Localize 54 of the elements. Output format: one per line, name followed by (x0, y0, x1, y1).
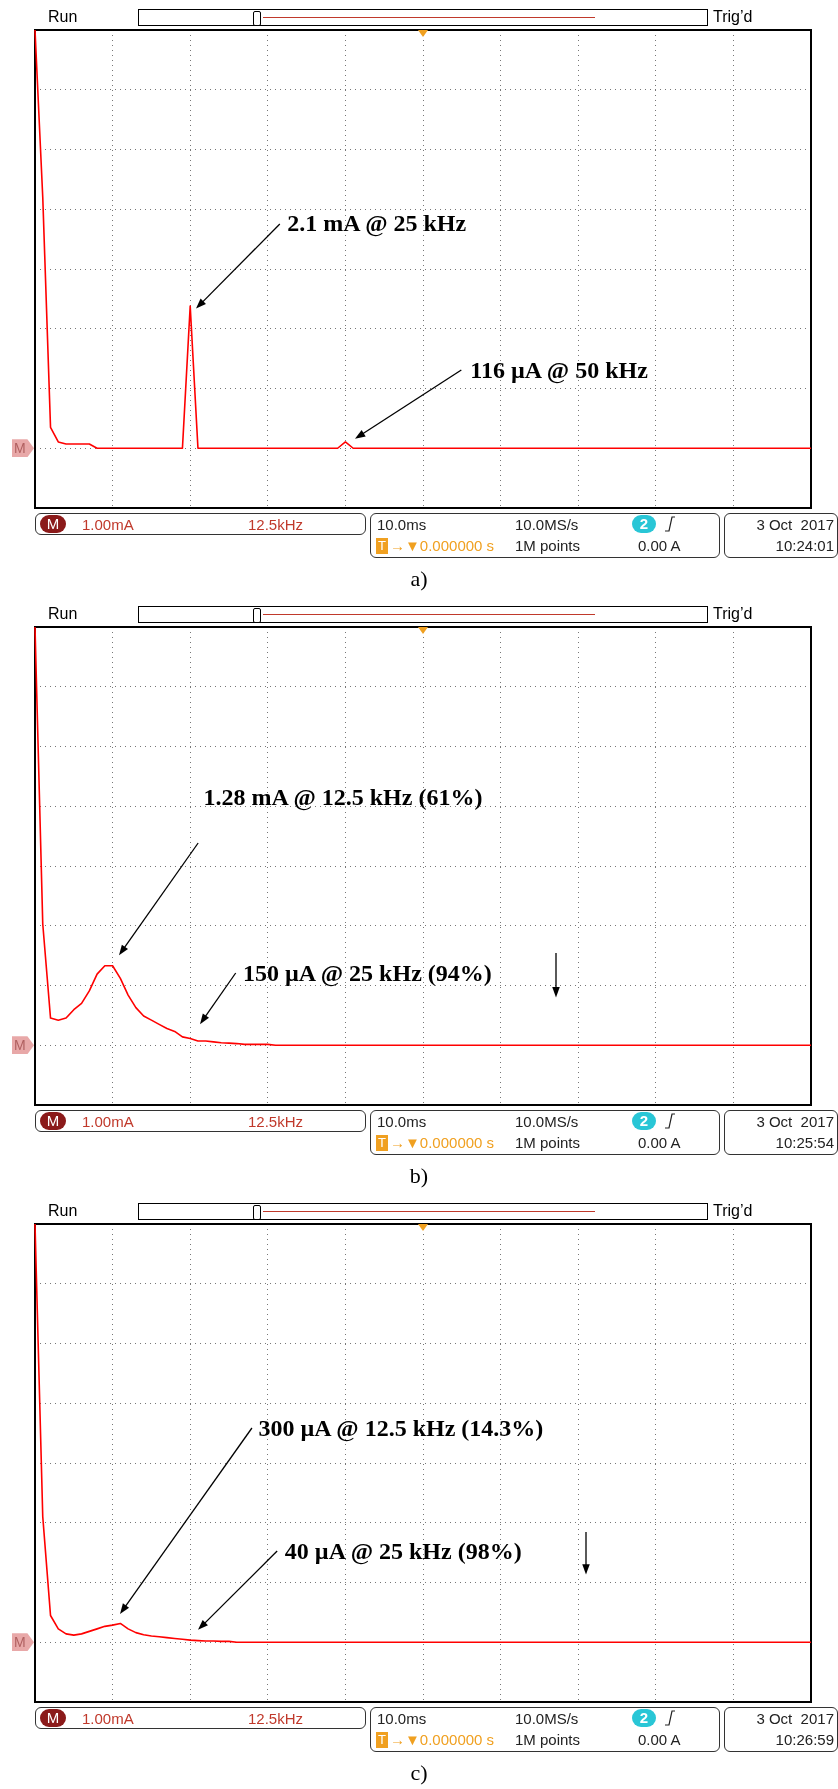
text: 3 Oct 2017 (756, 1113, 834, 1131)
text: 1.00mA (82, 1710, 134, 1728)
text: 10.0MS/s (515, 1113, 579, 1131)
text: 1.00mA (82, 1113, 134, 1131)
text: 10.0ms (377, 516, 427, 534)
text: M (12, 1036, 34, 1055)
annotation: 116 µA @ 50 kHz (470, 356, 648, 384)
text: 1M points (515, 1731, 581, 1749)
text: Run (48, 8, 78, 26)
text: 3 Oct 2017 (756, 1710, 834, 1728)
text: b) (408, 1163, 430, 1189)
text: 10.0ms (377, 1113, 427, 1131)
text: 10:25:54 (775, 1134, 834, 1152)
text: T (376, 1135, 388, 1151)
text: →▼0.000000 s (390, 1134, 495, 1152)
text: Trig’d (713, 8, 753, 26)
annotation: 1.28 mA @ 12.5 kHz (61%) (203, 783, 483, 811)
text: 12.5kHz (248, 516, 304, 534)
text: a) (409, 566, 429, 592)
text: 1M points (515, 1134, 581, 1152)
text: →▼0.000000 s (390, 1731, 495, 1749)
text: T (376, 538, 388, 554)
text: 12.5kHz (248, 1710, 304, 1728)
text: M (40, 515, 66, 533)
text: 2 (632, 515, 656, 533)
annotation: 300 µA @ 12.5 kHz (14.3%) (258, 1414, 544, 1442)
text: 3 Oct 2017 (756, 516, 834, 534)
annotation: 40 µA @ 25 kHz (98%) (284, 1537, 522, 1565)
text: M (12, 439, 34, 458)
text: Trig’d (713, 605, 753, 623)
text: M (12, 1633, 34, 1652)
text: 10.0MS/s (515, 1710, 579, 1728)
text: M (40, 1112, 66, 1130)
text: T (376, 1732, 388, 1748)
text: 10:26:59 (775, 1731, 834, 1749)
text: 0.00 A (638, 1134, 681, 1152)
text: 2 (632, 1709, 656, 1727)
text: 10.0MS/s (515, 516, 579, 534)
text: Run (48, 605, 78, 623)
text: Trig’d (713, 1202, 753, 1220)
text: 2 (632, 1112, 656, 1130)
text: c) (409, 1760, 429, 1786)
text: 10:24:01 (775, 537, 834, 555)
text: 10.0ms (377, 1710, 427, 1728)
text: 1M points (515, 537, 581, 555)
annotation: 2.1 mA @ 25 kHz (287, 209, 467, 237)
text: Run (48, 1202, 78, 1220)
text: M (40, 1709, 66, 1727)
annotation: 150 µA @ 25 kHz (94%) (242, 959, 492, 987)
text: →▼0.000000 s (390, 537, 495, 555)
text: 12.5kHz (248, 1113, 304, 1131)
text: 0.00 A (638, 537, 681, 555)
text: 1.00mA (82, 516, 134, 534)
text: 0.00 A (638, 1731, 681, 1749)
